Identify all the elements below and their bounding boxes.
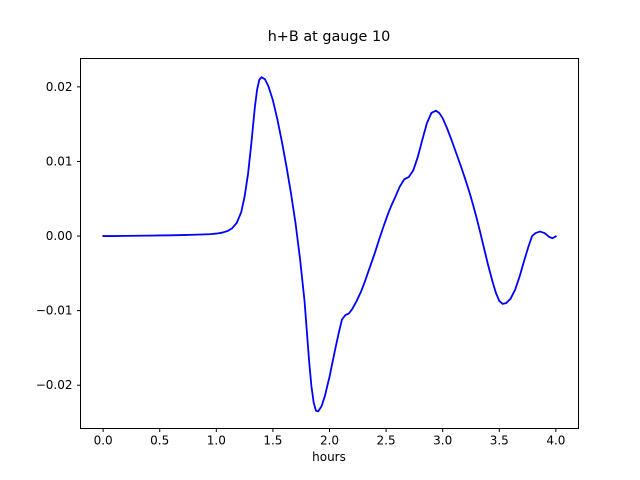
chart-title: h+B at gauge 10	[267, 29, 391, 45]
y-tick-label: 0.02	[46, 80, 73, 94]
x-tick-label: 2.0	[320, 433, 339, 447]
x-tick-label: 2.5	[377, 433, 396, 447]
x-tick-label: 1.0	[207, 433, 226, 447]
y-tick-label: 0.01	[46, 154, 73, 168]
x-tick-label: 0.0	[94, 433, 113, 447]
y-tick-label: −0.01	[36, 304, 73, 318]
x-axis-ticks: 0.0 0.5 1.0 1.5 2.0 2.5 3.0 3.5 4.0	[94, 428, 565, 447]
y-tick-label: 0.00	[46, 229, 73, 243]
x-tick-label: 0.5	[150, 433, 169, 447]
x-axis-label: hours	[312, 450, 346, 464]
axes-frame	[80, 58, 579, 429]
x-tick-label: 3.5	[490, 433, 509, 447]
y-tick-label: −0.02	[36, 378, 73, 392]
x-tick-label: 3.0	[433, 433, 452, 447]
x-tick-label: 1.5	[263, 433, 282, 447]
data-line-h-plus-B	[102, 76, 557, 413]
x-tick-label: 4.0	[546, 433, 565, 447]
y-axis-ticks: −0.02 −0.01 0.00 0.01 0.02	[36, 80, 81, 392]
